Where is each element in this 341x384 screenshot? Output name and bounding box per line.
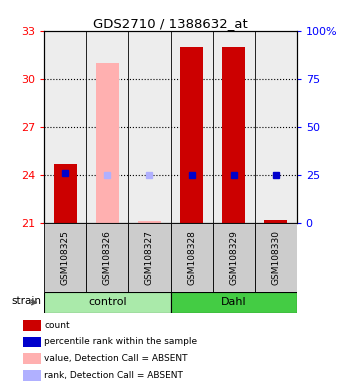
- Bar: [255, 223, 297, 292]
- Bar: [96, 63, 119, 223]
- Bar: [129, 223, 170, 292]
- Bar: [44, 31, 86, 223]
- Bar: [86, 223, 129, 292]
- Bar: [24, 320, 41, 331]
- Bar: [24, 353, 41, 364]
- Bar: [129, 31, 170, 223]
- Text: rank, Detection Call = ABSENT: rank, Detection Call = ABSENT: [44, 371, 183, 380]
- Bar: [170, 223, 212, 292]
- Text: GSM108328: GSM108328: [187, 230, 196, 285]
- Bar: [86, 31, 129, 223]
- Text: GSM108325: GSM108325: [61, 230, 70, 285]
- Text: value, Detection Call = ABSENT: value, Detection Call = ABSENT: [44, 354, 188, 363]
- Text: GSM108327: GSM108327: [145, 230, 154, 285]
- Bar: [180, 47, 203, 223]
- Text: count: count: [44, 321, 70, 330]
- Title: GDS2710 / 1388632_at: GDS2710 / 1388632_at: [93, 17, 248, 30]
- Bar: [24, 337, 41, 348]
- Text: Dahl: Dahl: [221, 297, 247, 308]
- Bar: [264, 220, 287, 223]
- Text: strain: strain: [11, 296, 41, 306]
- Bar: [24, 370, 41, 381]
- Bar: [138, 221, 161, 223]
- Bar: [212, 223, 255, 292]
- Text: GSM108329: GSM108329: [229, 230, 238, 285]
- Text: control: control: [88, 297, 127, 308]
- Text: percentile rank within the sample: percentile rank within the sample: [44, 338, 197, 346]
- Bar: [44, 292, 170, 313]
- Bar: [54, 164, 77, 223]
- Bar: [212, 31, 255, 223]
- Bar: [170, 292, 297, 313]
- Bar: [44, 223, 86, 292]
- Text: GSM108326: GSM108326: [103, 230, 112, 285]
- Bar: [255, 31, 297, 223]
- Bar: [170, 31, 212, 223]
- Bar: [222, 47, 245, 223]
- Text: GSM108330: GSM108330: [271, 230, 280, 285]
